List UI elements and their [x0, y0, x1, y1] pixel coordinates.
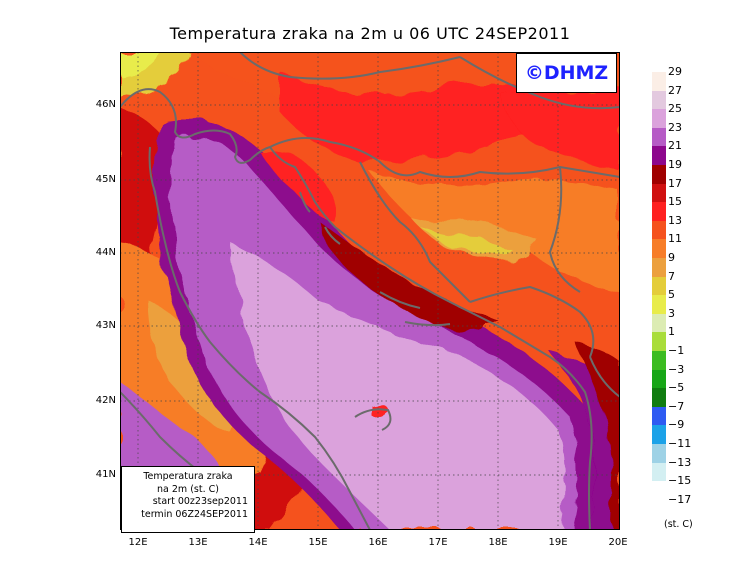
legend-label: 7	[668, 269, 675, 283]
lat-label-41n: 41N	[95, 469, 116, 480]
legend-label: 1	[668, 325, 675, 339]
legend-label: 25	[668, 102, 682, 116]
legend-swatch	[652, 109, 666, 129]
legend-label: −1	[668, 344, 685, 357]
temperature-field	[120, 52, 620, 530]
legend-label: −17	[668, 492, 692, 506]
legend-unit: (st. C)	[664, 519, 693, 530]
legend-swatch	[652, 313, 666, 333]
legend-swatch	[652, 276, 666, 296]
legend-swatch	[652, 332, 666, 352]
legend-swatch	[652, 183, 666, 203]
legend-label: 21	[668, 139, 682, 153]
info-line-1: Temperatura zraka	[143, 471, 233, 482]
legend-swatch	[652, 165, 666, 185]
grid-lines	[120, 52, 620, 530]
legend-label: 9	[668, 251, 675, 264]
legend-label: −7	[668, 399, 685, 413]
legend-label: 17	[668, 176, 682, 190]
legend-label: 11	[668, 232, 682, 246]
legend-swatch	[652, 462, 666, 482]
legend-label: −3	[668, 362, 685, 376]
legend-swatch	[652, 258, 666, 278]
legend-swatch	[652, 90, 666, 110]
country-borders	[239, 52, 620, 398]
lat-label-45n: 45N	[95, 174, 116, 185]
coastlines	[120, 88, 593, 530]
info-line-4: termin 06Z24SEP2011	[141, 508, 248, 520]
lon-label-15e: 15E	[308, 537, 328, 548]
lon-label-12e: 12E	[128, 537, 148, 548]
lon-label-16e: 16E	[368, 537, 388, 548]
legend-swatch	[652, 406, 666, 426]
legend-swatch	[652, 481, 666, 501]
temperature-map	[120, 52, 620, 530]
map-title: Temperatura zraka na 2m u 06 UTC 24SEP20…	[169, 24, 571, 43]
legend-swatch	[652, 351, 666, 371]
lon-label-20e: 20E	[608, 537, 628, 548]
run-info-box: Temperatura zraka na 2m (st. C) start 00…	[121, 466, 255, 533]
lon-label-19e: 19E	[548, 537, 568, 548]
lat-label-42n: 42N	[95, 395, 116, 406]
lat-label-44n: 44N	[95, 247, 116, 258]
legend-label: 13	[668, 213, 682, 227]
lat-label-46n: 46N	[95, 99, 116, 110]
legend-label: −9	[668, 418, 685, 432]
dhmz-logo: ©DHMZ	[516, 53, 617, 93]
legend-swatch	[652, 72, 666, 92]
legend-label: −11	[668, 437, 692, 450]
lon-label-14e: 14E	[248, 537, 268, 548]
legend-label: 29	[668, 65, 682, 78]
legend-swatch	[652, 239, 666, 259]
legend-swatch	[652, 146, 666, 166]
legend-swatch	[652, 369, 666, 389]
legend-label: 23	[668, 120, 682, 134]
legend-swatch	[652, 444, 666, 464]
lat-label-43n: 43N	[95, 320, 116, 331]
legend-label: −13	[668, 455, 692, 469]
lon-label-17e: 17E	[428, 537, 448, 548]
legend-label: 27	[668, 83, 682, 97]
lon-label-13e: 13E	[188, 537, 208, 548]
legend-label: 19	[668, 158, 682, 171]
legend-swatch	[652, 220, 666, 240]
legend-label: 5	[668, 288, 675, 302]
legend-swatch	[652, 388, 666, 408]
legend-swatch	[652, 127, 666, 147]
legend-label: 3	[668, 306, 675, 320]
info-line-3: start 00z23sep2011	[152, 496, 248, 507]
legend-label: 15	[668, 195, 682, 209]
info-line-2: na 2m (st. C)	[157, 483, 219, 495]
legend-swatch	[652, 202, 666, 222]
legend-swatch	[652, 295, 666, 315]
legend-label: −5	[668, 381, 685, 395]
lon-label-18e: 18E	[488, 537, 508, 548]
legend-label: −15	[668, 474, 692, 488]
legend-swatch	[652, 425, 666, 445]
